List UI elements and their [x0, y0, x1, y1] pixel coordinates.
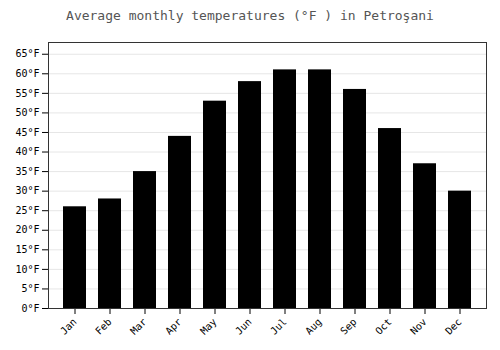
- svg-text:65°F: 65°F: [15, 48, 39, 59]
- svg-text:0°F: 0°F: [21, 303, 39, 314]
- svg-text:30°F: 30°F: [15, 185, 39, 196]
- svg-text:55°F: 55°F: [15, 88, 39, 99]
- svg-text:Oct: Oct: [373, 316, 394, 337]
- svg-text:Jan: Jan: [58, 316, 79, 337]
- svg-text:Mar: Mar: [128, 316, 149, 337]
- svg-text:Jun: Jun: [233, 316, 254, 337]
- svg-text:40°F: 40°F: [15, 146, 39, 157]
- svg-text:5°F: 5°F: [21, 283, 39, 294]
- html-text:Average monthly temperatures (: Average monthly temperatures (°F ) in Pe…: [66, 8, 434, 23]
- svg-text:Aug: Aug: [303, 316, 324, 337]
- svg-text:Dec: Dec: [443, 316, 464, 337]
- svg-text:15°F: 15°F: [15, 244, 39, 255]
- svg-text:Feb: Feb: [93, 316, 114, 337]
- svg-text:60°F: 60°F: [15, 68, 39, 79]
- svg-text:50°F: 50°F: [15, 107, 39, 118]
- svg-text:35°F: 35°F: [15, 166, 39, 177]
- svg-text:45°F: 45°F: [15, 127, 39, 138]
- svg-text:10°F: 10°F: [15, 264, 39, 275]
- svg-text:25°F: 25°F: [15, 205, 39, 216]
- svg-text:Apr: Apr: [163, 316, 184, 337]
- svg-text:20°F: 20°F: [15, 224, 39, 235]
- svg-text:Nov: Nov: [408, 316, 429, 337]
- svg-text:Sep: Sep: [338, 316, 359, 337]
- svg-text:May: May: [198, 316, 219, 337]
- svg-text:Jul: Jul: [268, 316, 289, 337]
